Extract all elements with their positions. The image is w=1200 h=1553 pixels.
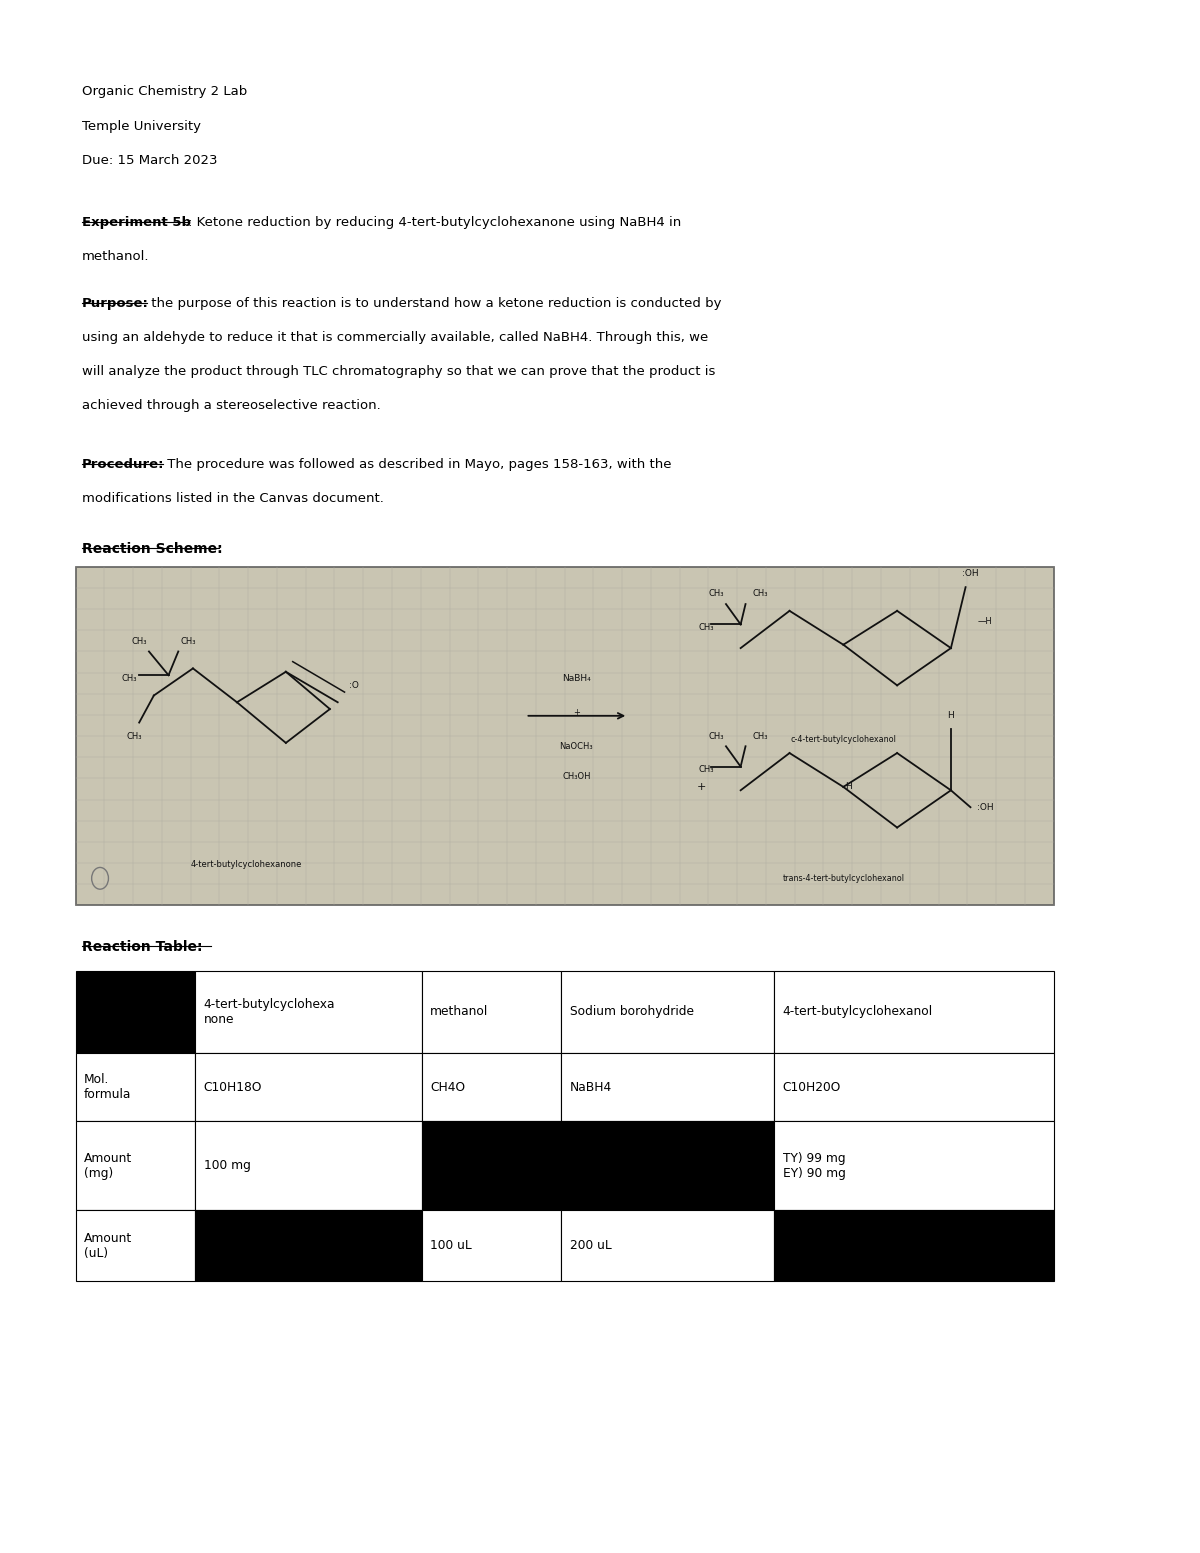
Bar <box>76 971 196 1053</box>
Bar <box>421 1053 562 1121</box>
Bar <box>196 971 421 1053</box>
Bar <box>196 1053 421 1121</box>
Bar <box>774 1053 1054 1121</box>
Bar <box>76 1210 196 1281</box>
Text: NaBH4: NaBH4 <box>570 1081 612 1093</box>
Bar <box>562 1121 774 1210</box>
Bar <box>76 567 1054 905</box>
Text: :O: :O <box>349 680 359 690</box>
Bar <box>774 971 1054 1053</box>
Text: methanol.: methanol. <box>82 250 149 262</box>
Text: CH₃: CH₃ <box>708 590 724 598</box>
Bar <box>562 1053 774 1121</box>
Text: CH₃: CH₃ <box>126 731 142 741</box>
Text: using an aldehyde to reduce it that is commercially available, called NaBH4. Thr: using an aldehyde to reduce it that is c… <box>82 331 708 343</box>
Text: Temple University: Temple University <box>82 120 200 132</box>
Text: Reaction Scheme:: Reaction Scheme: <box>82 542 222 556</box>
Text: CH₃: CH₃ <box>121 674 137 683</box>
Text: Mol.
formula: Mol. formula <box>84 1073 131 1101</box>
Text: Due: 15 March 2023: Due: 15 March 2023 <box>82 154 217 166</box>
Text: 200 uL: 200 uL <box>570 1239 612 1252</box>
Text: c-4-tert-butylcyclohexanol: c-4-tert-butylcyclohexanol <box>791 735 896 744</box>
Text: 4-tert-butylcyclohexanone: 4-tert-butylcyclohexanone <box>191 860 302 870</box>
Text: CH₃: CH₃ <box>708 731 724 741</box>
Text: C10H18O: C10H18O <box>204 1081 263 1093</box>
Text: +: + <box>572 708 580 717</box>
Text: CH₃: CH₃ <box>180 637 196 646</box>
Text: The procedure was followed as described in Mayo, pages 158-163, with the: The procedure was followed as described … <box>163 458 672 471</box>
Text: +: + <box>697 781 707 792</box>
Bar <box>76 1121 196 1210</box>
Text: CH₃: CH₃ <box>132 637 146 646</box>
Text: modifications listed in the Canvas document.: modifications listed in the Canvas docum… <box>82 492 384 505</box>
Bar <box>421 971 562 1053</box>
Text: 100 mg: 100 mg <box>204 1159 251 1173</box>
Bar <box>421 1210 562 1281</box>
Text: :OH: :OH <box>977 803 994 812</box>
Text: CH₃: CH₃ <box>698 766 714 775</box>
Text: H: H <box>845 783 852 792</box>
Text: Amount
(mg): Amount (mg) <box>84 1151 132 1180</box>
Bar <box>774 1210 1054 1281</box>
Text: the purpose of this reaction is to understand how a ketone reduction is conducte: the purpose of this reaction is to under… <box>148 297 721 309</box>
Bar <box>562 971 774 1053</box>
Text: —H: —H <box>978 617 992 626</box>
Text: CH₃: CH₃ <box>752 731 768 741</box>
Text: TY) 99 mg
EY) 90 mg: TY) 99 mg EY) 90 mg <box>782 1151 846 1180</box>
Text: CH₃: CH₃ <box>752 590 768 598</box>
Text: H: H <box>948 711 954 721</box>
Text: CH₃: CH₃ <box>698 623 714 632</box>
Text: 100 uL: 100 uL <box>430 1239 472 1252</box>
Text: NaBH₄: NaBH₄ <box>562 674 590 683</box>
Text: Sodium borohydride: Sodium borohydride <box>570 1005 694 1019</box>
Text: Amount
(uL): Amount (uL) <box>84 1232 132 1259</box>
Text: CH4O: CH4O <box>430 1081 466 1093</box>
Text: NaOCH₃: NaOCH₃ <box>559 742 593 750</box>
Text: Reaction Table:: Reaction Table: <box>82 940 202 954</box>
Text: Experiment 5b: Experiment 5b <box>82 216 191 228</box>
Text: :OH: :OH <box>962 568 979 578</box>
Text: will analyze the product through TLC chromatography so that we can prove that th: will analyze the product through TLC chr… <box>82 365 715 377</box>
Text: Organic Chemistry 2 Lab: Organic Chemistry 2 Lab <box>82 85 247 98</box>
Bar <box>196 1210 421 1281</box>
Bar <box>562 1210 774 1281</box>
Text: 4-tert-butylcyclohexa
none: 4-tert-butylcyclohexa none <box>204 997 335 1027</box>
Bar <box>421 1121 562 1210</box>
Text: Procedure:: Procedure: <box>82 458 164 471</box>
Text: : Ketone reduction by reducing 4-tert-butylcyclohexanone using NaBH4 in: : Ketone reduction by reducing 4-tert-bu… <box>188 216 682 228</box>
Bar <box>196 1121 421 1210</box>
Text: methanol: methanol <box>430 1005 488 1019</box>
Text: trans-4-tert-butylcyclohexanol: trans-4-tert-butylcyclohexanol <box>782 874 905 882</box>
Text: Purpose:: Purpose: <box>82 297 149 309</box>
Text: C10H20O: C10H20O <box>782 1081 841 1093</box>
Bar <box>76 1053 196 1121</box>
Bar <box>774 1121 1054 1210</box>
Text: 4-tert-butylcyclohexanol: 4-tert-butylcyclohexanol <box>782 1005 932 1019</box>
Text: CH₃OH: CH₃OH <box>562 772 590 781</box>
Text: achieved through a stereoselective reaction.: achieved through a stereoselective react… <box>82 399 380 412</box>
